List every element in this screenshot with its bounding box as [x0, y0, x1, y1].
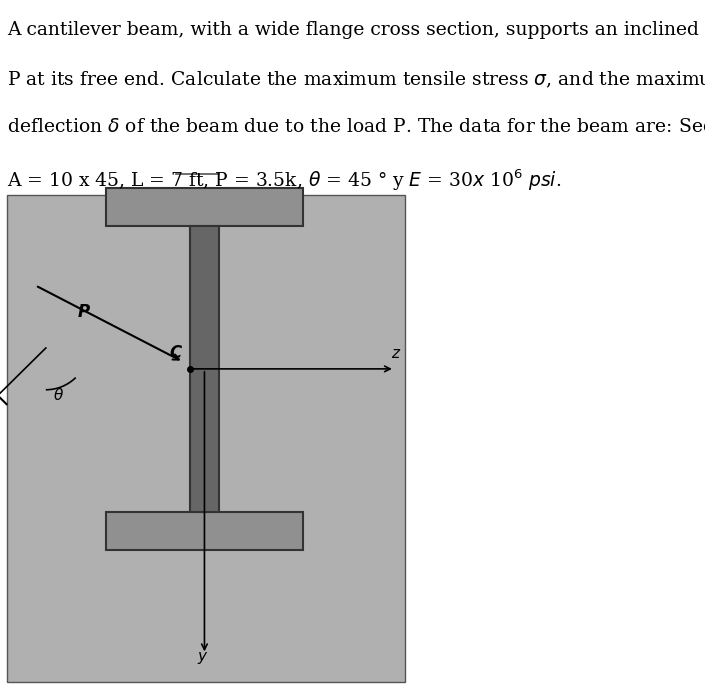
- FancyBboxPatch shape: [7, 195, 405, 682]
- Text: P: P: [78, 303, 90, 321]
- Text: deflection $\delta$ of the beam due to the load P. The data for the beam are: Se: deflection $\delta$ of the beam due to t…: [7, 118, 705, 136]
- Text: C: C: [169, 345, 181, 363]
- Bar: [106, 188, 303, 226]
- Text: $\theta$: $\theta$: [53, 387, 64, 403]
- Text: A = 10 x 45, L = 7 ft, P = 3.5k, $\theta$ = 45 $\degree$ y $E$ = 30$x$ 10$^6$ $p: A = 10 x 45, L = 7 ft, P = 3.5k, $\theta…: [7, 167, 561, 193]
- Text: P at its free end. Calculate the maximum tensile stress $\sigma$, and the maximu: P at its free end. Calculate the maximum…: [7, 70, 705, 90]
- Text: A cantilever beam, with a wide flange cross section, supports an inclined load: A cantilever beam, with a wide flange cr…: [7, 21, 705, 39]
- Text: z: z: [391, 347, 399, 361]
- Text: y: y: [197, 649, 207, 664]
- Bar: [190, 226, 219, 512]
- Bar: [106, 512, 303, 550]
